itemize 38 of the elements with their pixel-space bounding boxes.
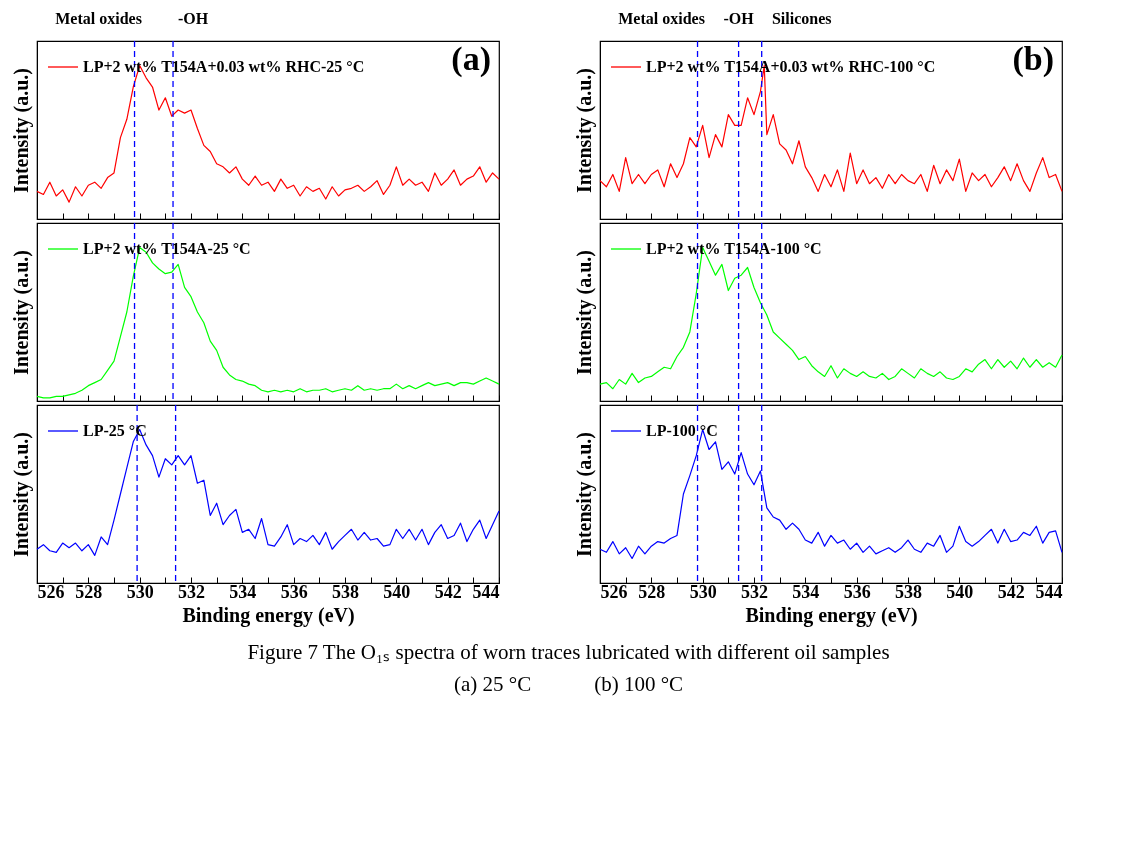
x-tick-label: 528 xyxy=(638,581,666,602)
x-tick-label: 542 xyxy=(434,581,462,602)
x-tick-label: 530 xyxy=(126,581,154,602)
x-tick-label: 528 xyxy=(75,581,103,602)
x-tick-label: 538 xyxy=(332,581,359,602)
text: Silicones xyxy=(771,10,832,27)
text: Metal oxides xyxy=(55,10,142,27)
x-tick-label: 530 xyxy=(689,581,717,602)
text: (a) 25 °C (b) 100 °C xyxy=(452,671,685,698)
legend-label: LP-100 °C xyxy=(646,422,718,439)
text: -OH xyxy=(177,10,209,27)
x-tick-label: 544 xyxy=(472,581,500,602)
y-axis-title: Intensity (a.u.) xyxy=(9,431,33,558)
text: Metal oxides xyxy=(618,10,705,27)
chart-title: (b) xyxy=(1012,40,1054,78)
caption: Figure 7 The O₁ₛ spectra of worn traces lubricated with different oil samples xyxy=(246,639,891,666)
x-tick-label: 540 xyxy=(383,581,411,602)
x-tick-label: 540 xyxy=(946,581,974,602)
y-axis-title: Intensity (a.u.) xyxy=(9,249,33,376)
y-axis-title: Intensity (a.u.) xyxy=(572,431,596,558)
chart-title: (a) xyxy=(451,40,491,78)
y-axis-title: Intensity (a.u.) xyxy=(572,249,596,376)
x-tick-label: 538 xyxy=(895,581,922,602)
y-axis-title: Intensity (a.u.) xyxy=(572,67,596,194)
x-tick-label: 536 xyxy=(280,581,308,602)
y-axis-title: Intensity (a.u.) xyxy=(9,67,33,194)
x-axis-title: Binding energy (eV) xyxy=(745,603,918,627)
x-tick-label: 532 xyxy=(178,581,205,602)
x-tick-label: 532 xyxy=(741,581,768,602)
x-tick-label: 534 xyxy=(792,581,820,602)
x-axis-title: Binding energy (eV) xyxy=(182,603,355,627)
x-tick-label: 526 xyxy=(600,581,628,602)
x-tick-label: 542 xyxy=(997,581,1025,602)
text: -OH xyxy=(723,10,755,27)
x-tick-label: 544 xyxy=(1035,581,1063,602)
x-tick-label: 534 xyxy=(229,581,257,602)
x-tick-label: 536 xyxy=(843,581,871,602)
x-tick-label: 526 xyxy=(37,581,65,602)
